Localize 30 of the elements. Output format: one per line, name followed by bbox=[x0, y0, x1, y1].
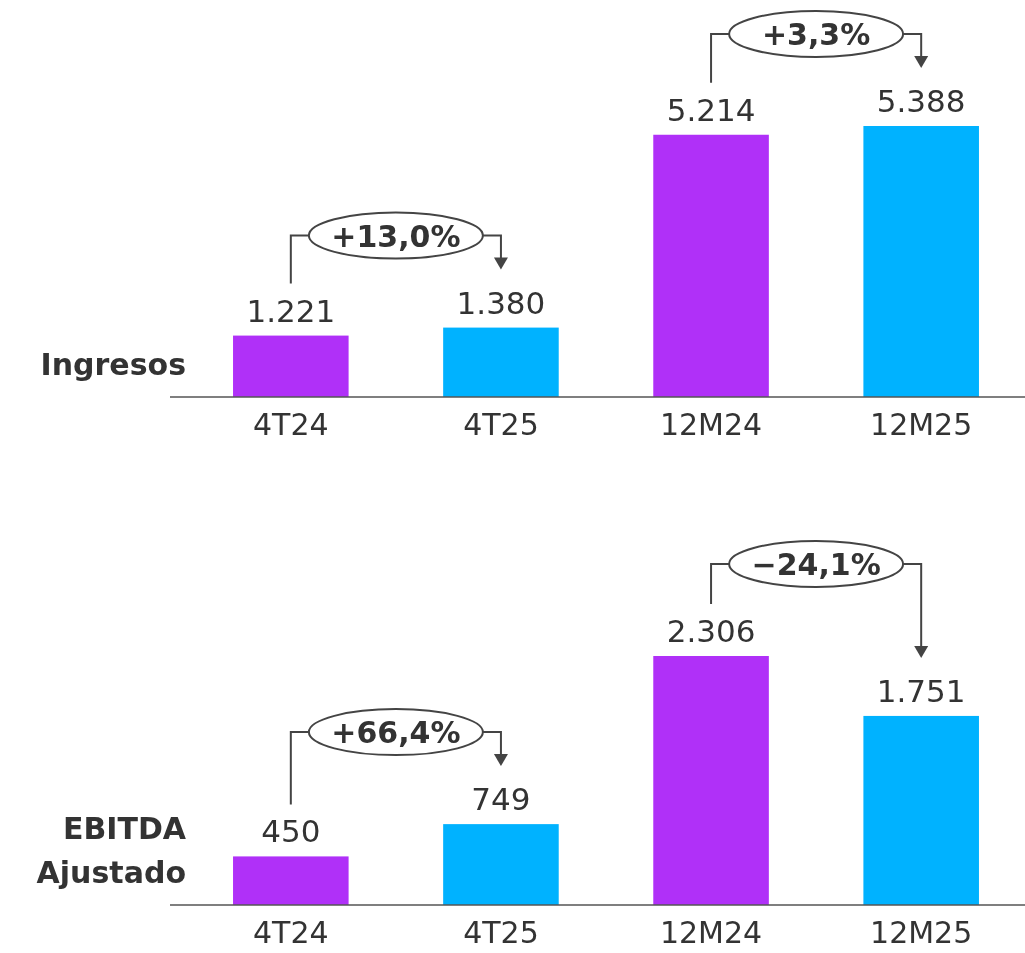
bar bbox=[443, 327, 559, 397]
x-tick-label: 4T24 bbox=[253, 407, 329, 442]
x-tick-label: 4T25 bbox=[463, 915, 539, 950]
data-label: 1.380 bbox=[456, 284, 546, 321]
bar bbox=[233, 335, 349, 397]
bar bbox=[443, 824, 559, 905]
annotation: +13,0% bbox=[331, 218, 461, 254]
data-label: 749 bbox=[471, 781, 531, 818]
x-tick-label: 12M25 bbox=[870, 915, 973, 950]
x-tick-label: 12M25 bbox=[870, 407, 973, 442]
annotation: +66,4% bbox=[331, 715, 461, 751]
bar bbox=[863, 715, 979, 905]
text: −24,1% bbox=[751, 547, 881, 582]
data-label: 450 bbox=[261, 813, 321, 850]
bar bbox=[863, 126, 979, 397]
x-tick-label: 4T24 bbox=[253, 915, 329, 950]
x-tick-label: 12M24 bbox=[659, 915, 763, 950]
bar bbox=[653, 656, 769, 905]
data-label: 1.221 bbox=[246, 292, 336, 329]
bar bbox=[233, 856, 349, 905]
data-label: 1.751 bbox=[876, 672, 966, 709]
bar bbox=[653, 134, 769, 397]
data-label: 5.214 bbox=[666, 91, 756, 128]
x-tick-label: 12M24 bbox=[659, 407, 763, 442]
text: +3,3% bbox=[761, 17, 871, 52]
x-tick-label: 4T25 bbox=[463, 407, 539, 442]
text: Ingresos bbox=[40, 347, 186, 382]
data-label: 2.306 bbox=[666, 613, 756, 649]
data-label: 5.388 bbox=[876, 83, 966, 119]
text: EBITDA Ajustado bbox=[36, 811, 187, 890]
